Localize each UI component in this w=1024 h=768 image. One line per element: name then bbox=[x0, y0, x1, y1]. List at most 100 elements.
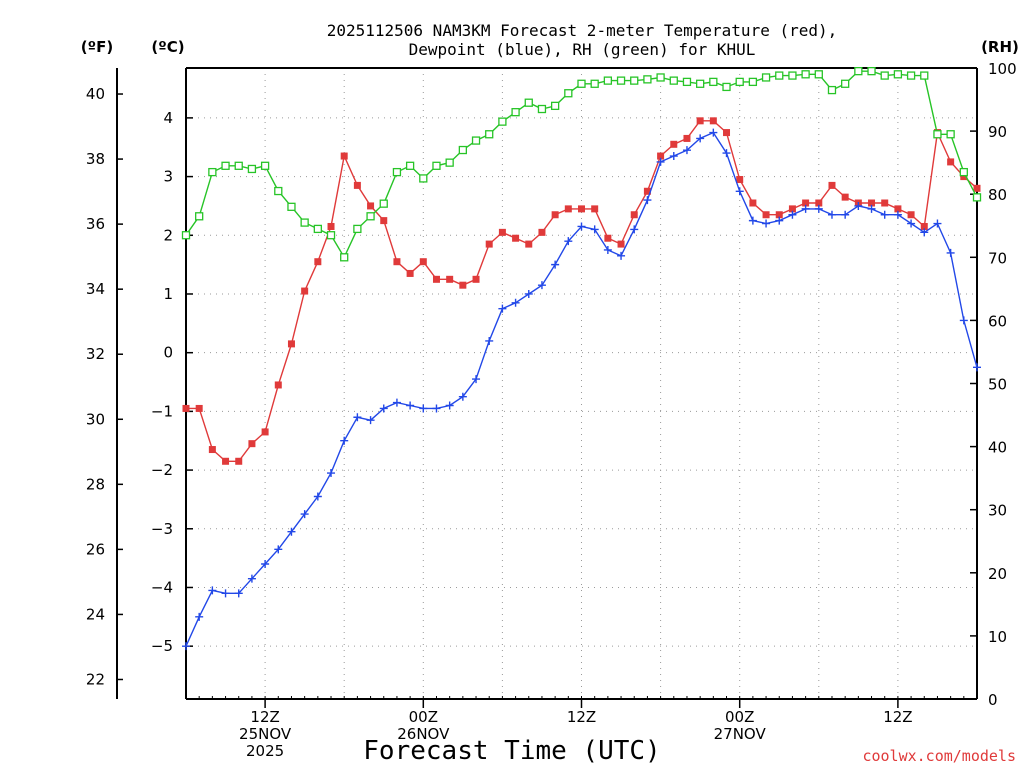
rh-point bbox=[946, 130, 955, 139]
fahrenheit-tick-label: 26 bbox=[86, 540, 105, 558]
rh-point bbox=[524, 98, 533, 107]
x-tick-label: 26NOV bbox=[397, 725, 450, 743]
temperature-point bbox=[367, 202, 375, 210]
temperature-point bbox=[261, 428, 269, 436]
dewpoint-point bbox=[195, 612, 204, 621]
temperature-point bbox=[314, 258, 322, 266]
temperature-point bbox=[274, 381, 282, 389]
dewpoint-point bbox=[392, 398, 401, 407]
rh-point bbox=[379, 199, 388, 208]
temperature-point bbox=[788, 205, 796, 213]
rh-tick-label: 20 bbox=[988, 565, 1007, 583]
dewpoint-point bbox=[445, 401, 454, 410]
rh-point bbox=[260, 161, 270, 170]
rh-point bbox=[208, 167, 217, 177]
rh-point bbox=[590, 79, 599, 88]
temperature-point bbox=[920, 222, 928, 230]
temperature-point bbox=[208, 446, 216, 454]
dewpoint-point bbox=[524, 289, 533, 298]
dewpoint-point bbox=[379, 404, 388, 413]
dewpoint-point bbox=[656, 157, 665, 166]
dewpoint-point bbox=[788, 210, 797, 219]
rh-point bbox=[195, 212, 204, 221]
rh-point bbox=[313, 224, 322, 234]
rh-point bbox=[709, 77, 718, 87]
rh-point bbox=[775, 71, 784, 80]
x-tick-label: 00Z bbox=[725, 708, 754, 726]
temperature-point bbox=[182, 404, 190, 412]
rh-point bbox=[287, 202, 296, 211]
celsius-tick-label: 4 bbox=[163, 109, 173, 127]
temperature-point bbox=[432, 275, 440, 283]
rh-point bbox=[353, 224, 362, 234]
dewpoint-point bbox=[867, 204, 876, 213]
dewpoint-point bbox=[511, 298, 520, 307]
temperature-point bbox=[736, 176, 744, 184]
celsius-tick-label: 1 bbox=[163, 285, 173, 303]
dewpoint-point bbox=[854, 201, 863, 210]
dewpoint-point bbox=[748, 216, 757, 225]
dewpoint-point bbox=[775, 216, 784, 225]
dewpoint-point bbox=[485, 336, 494, 345]
rh-point bbox=[537, 104, 547, 114]
rh-tick-label: 90 bbox=[988, 123, 1007, 141]
fahrenheit-tick-label: 22 bbox=[86, 670, 105, 688]
rh-point bbox=[854, 67, 863, 76]
rh-tick-label: 30 bbox=[988, 502, 1007, 520]
dewpoint-point bbox=[590, 225, 599, 234]
rh-point bbox=[669, 76, 678, 85]
rh-point bbox=[616, 76, 626, 85]
rh-tick-label: 0 bbox=[988, 691, 998, 709]
dewpoint-point bbox=[682, 146, 691, 155]
rh-point bbox=[392, 167, 402, 177]
rh-point bbox=[405, 161, 415, 170]
rh-point bbox=[603, 76, 613, 85]
rh-tick-label: 40 bbox=[988, 439, 1007, 457]
rh-point bbox=[827, 85, 837, 95]
temperature-point bbox=[498, 228, 506, 236]
temperature-point bbox=[393, 258, 401, 266]
temperature-point bbox=[907, 211, 915, 219]
temperature-point bbox=[815, 199, 823, 207]
dewpoint-point bbox=[946, 248, 955, 257]
dewpoint-point bbox=[327, 469, 336, 478]
dewpoint-point bbox=[234, 589, 243, 598]
rh-point bbox=[221, 161, 230, 170]
rh-point bbox=[340, 253, 349, 262]
temperature-point bbox=[235, 457, 243, 465]
x-tick-label: 2025 bbox=[246, 742, 284, 760]
x-axis-label: Forecast Time (UTC) bbox=[363, 736, 660, 766]
temperature-point bbox=[894, 205, 902, 213]
temperature-point bbox=[723, 129, 731, 137]
credit-text: coolwx.com/models bbox=[862, 747, 1016, 765]
dewpoint-point bbox=[419, 404, 428, 413]
temperature-point bbox=[973, 184, 981, 192]
temperature-point bbox=[591, 205, 599, 213]
temperature-point bbox=[617, 240, 625, 248]
dewpoint-point bbox=[893, 210, 902, 219]
dewpoint-point bbox=[432, 404, 441, 413]
dewpoint-point bbox=[551, 260, 560, 269]
dewpoint-point bbox=[182, 642, 190, 651]
temperature-point bbox=[525, 240, 533, 248]
temperature-point bbox=[512, 234, 520, 242]
dewpoint-point bbox=[366, 416, 375, 425]
temperature-point bbox=[709, 117, 717, 125]
dewpoint-point bbox=[458, 392, 467, 401]
dewpoint-point bbox=[472, 375, 481, 384]
temperature-point bbox=[670, 140, 678, 148]
rh-point bbox=[234, 161, 243, 170]
rh-point bbox=[880, 71, 889, 80]
rh-point bbox=[432, 161, 441, 170]
dewpoint-point bbox=[617, 251, 626, 260]
temperature-point bbox=[868, 199, 876, 207]
dewpoint-point bbox=[274, 545, 283, 554]
temperature-point bbox=[683, 134, 691, 142]
dewpoint-point bbox=[498, 304, 507, 313]
dewpoint-point bbox=[722, 149, 731, 158]
dewpoint-point bbox=[696, 134, 705, 143]
celsius-tick-label: −4 bbox=[151, 578, 173, 596]
dewpoint-point bbox=[880, 210, 889, 219]
dewpoint-point bbox=[735, 187, 744, 196]
temperature-point bbox=[340, 152, 348, 160]
